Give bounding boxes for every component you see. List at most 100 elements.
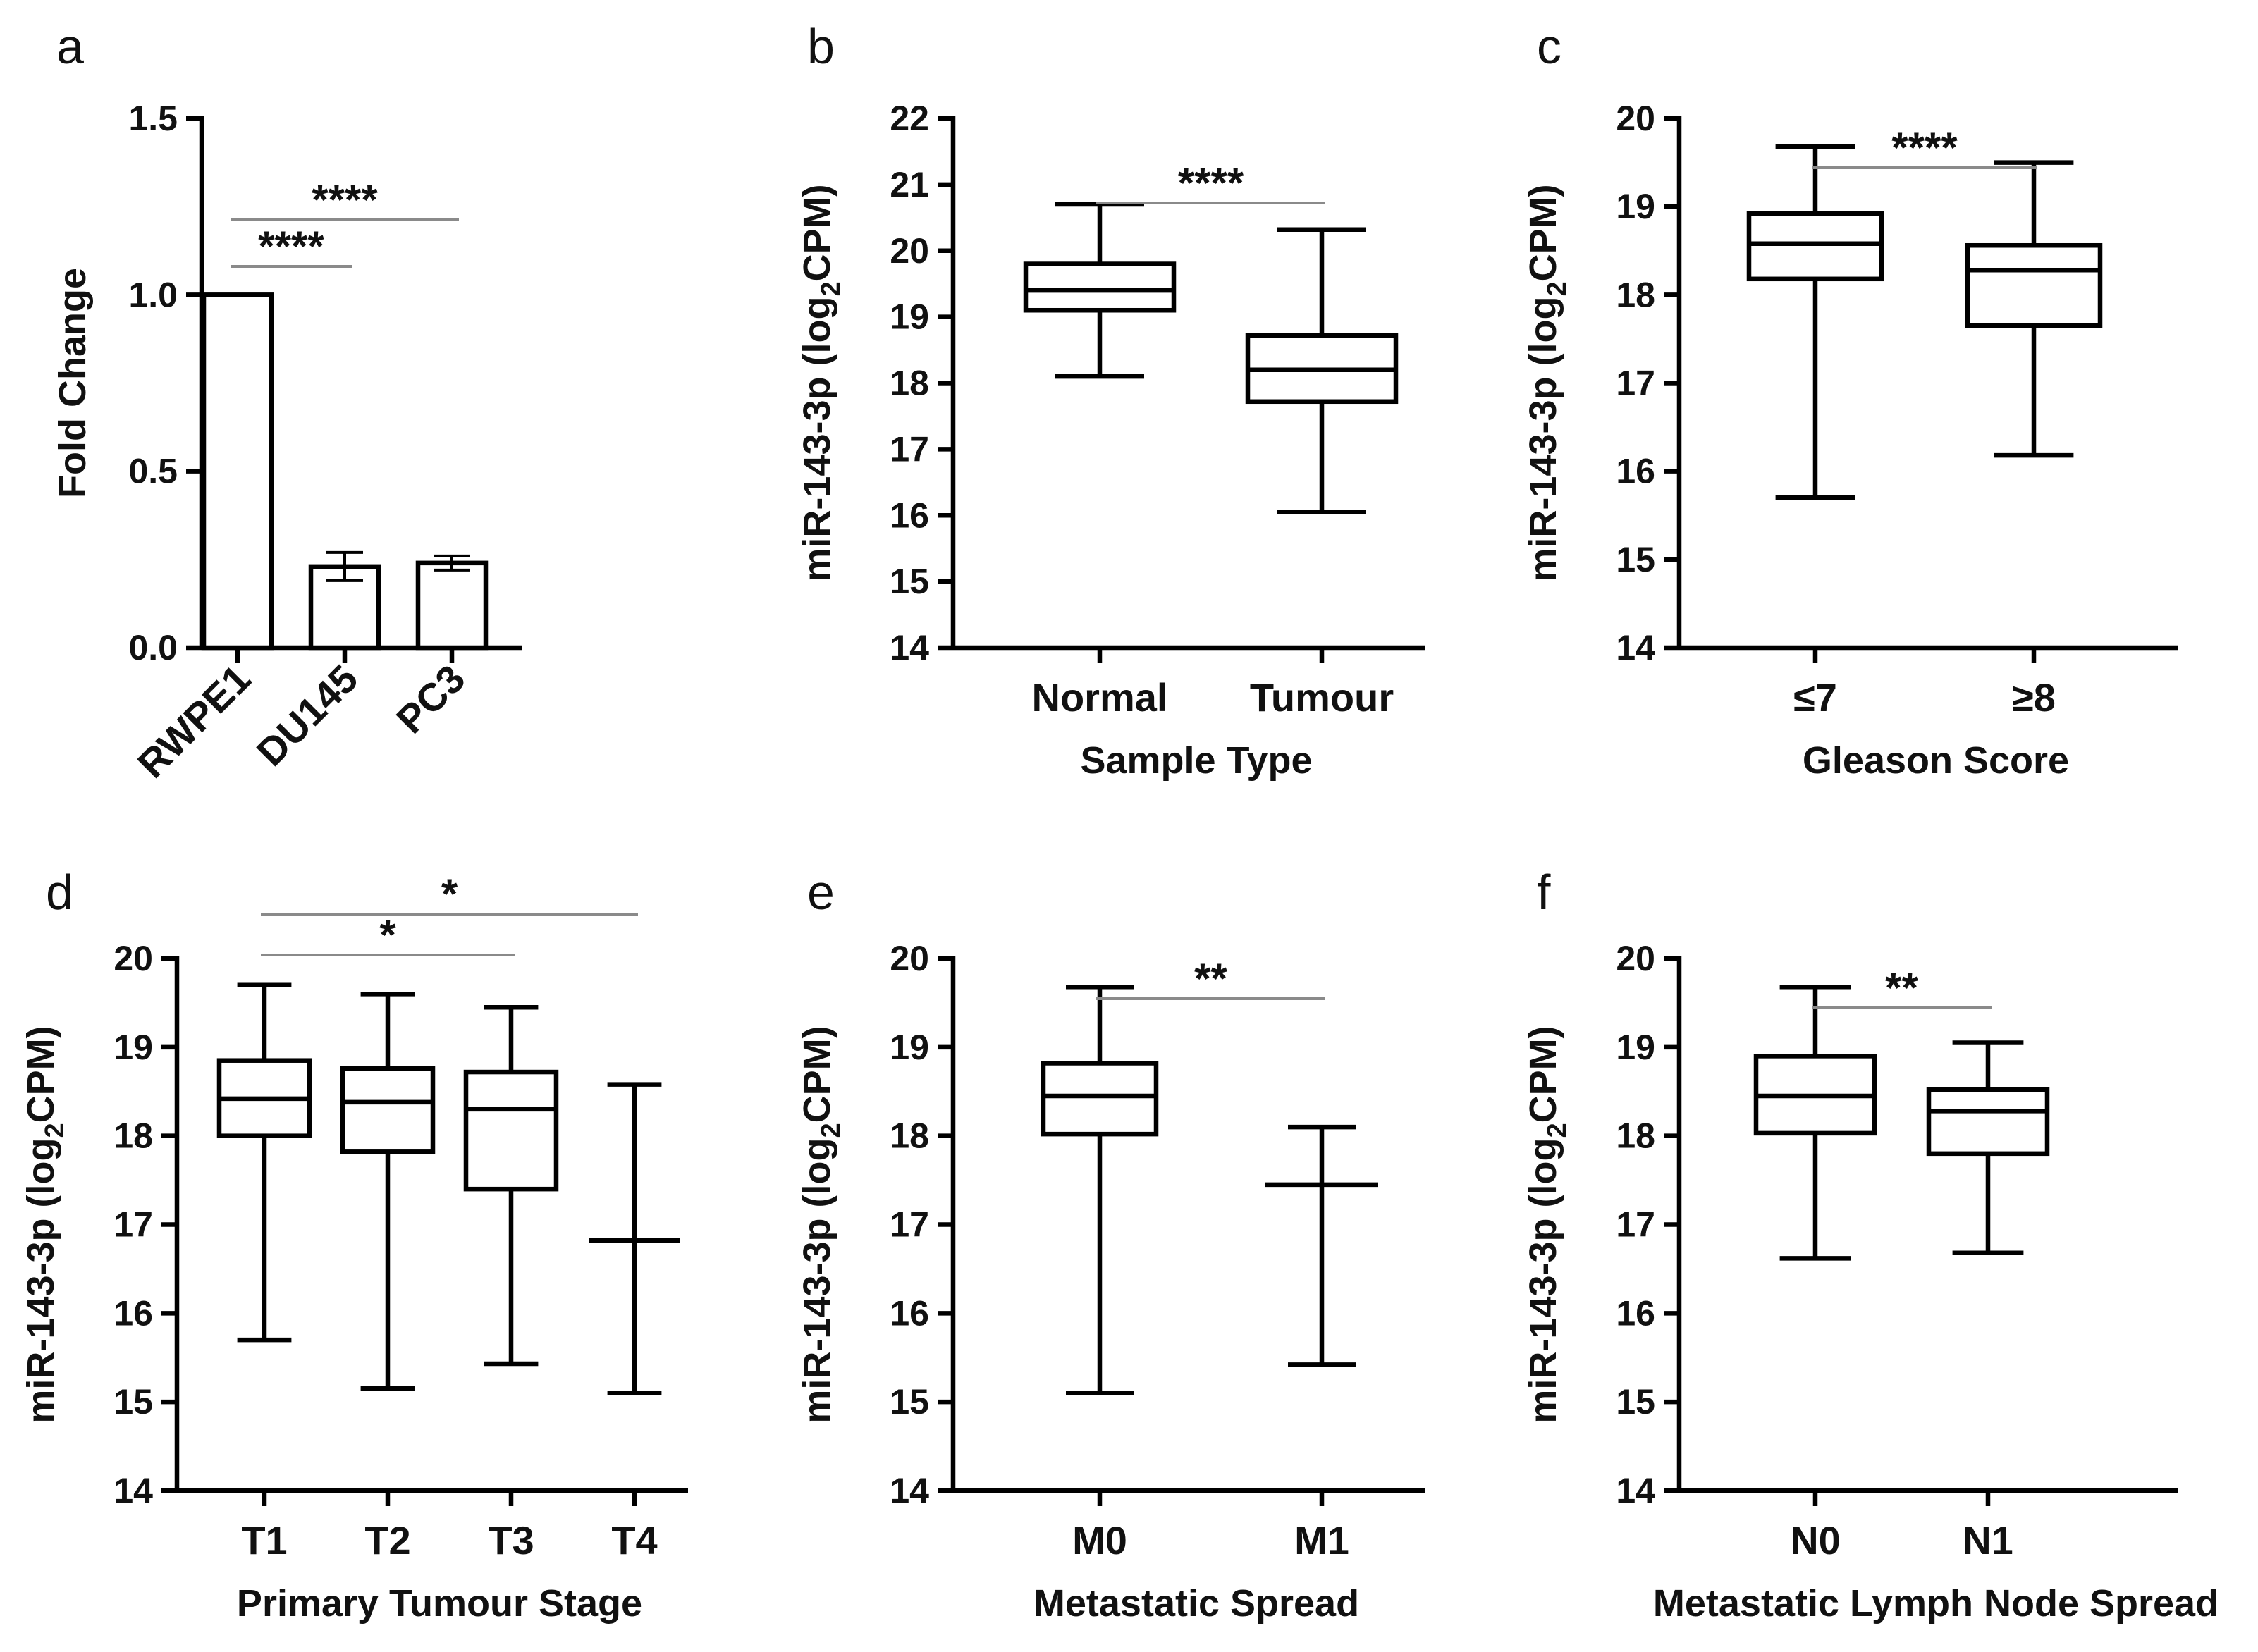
y-tick-label: 17 (1616, 364, 1655, 403)
panel-letter: d (46, 865, 73, 920)
y-tick-label: 22 (890, 99, 929, 138)
box-T3 (463, 1004, 559, 1367)
y-tick-label: 15 (890, 1382, 929, 1422)
box-iqr (1965, 242, 2103, 328)
box-M1 (1265, 1124, 1378, 1367)
y-tick-label: 19 (890, 297, 929, 337)
panel-letter: b (807, 19, 835, 74)
y-tick-label: 16 (890, 495, 929, 535)
y-tick-label: 19 (1616, 1028, 1655, 1067)
y-tick-label: 14 (890, 628, 929, 667)
x-axis-title: Gleason Score (1803, 739, 2069, 782)
y-axis-title-part: CPM) (1522, 1025, 1564, 1123)
panel-letter: c (1537, 19, 1561, 74)
significance-label: * (379, 911, 396, 958)
y-tick-label: 16 (1616, 452, 1655, 491)
y-axis-title: Fold Change (51, 268, 94, 498)
y-tick-label: 18 (113, 1116, 153, 1156)
panel-b: b 14 15 16 17 18 19 20 21 22 miR-143-3p (log2CPM) N… (796, 19, 1425, 782)
panel-e: e 14 15 16 17 18 19 20 miR-143-3p (log2CPM) M0 M1 M… (796, 865, 1425, 1625)
y-axis-title-subscript: 2 (1542, 281, 1572, 296)
y-tick-label: 0.5 (128, 452, 178, 491)
y-tick-label: 19 (1616, 187, 1655, 226)
y-axis-title: miR-143-3p (log2CPM) (1522, 184, 1572, 581)
x-tick-label: ≥8 (2012, 675, 2056, 720)
y-axis-title: miR-143-3p (log2CPM) (20, 1025, 70, 1423)
significance-label: ** (1194, 955, 1227, 1002)
y-axis-title: miR-143-3p (log2CPM) (1522, 1025, 1572, 1423)
y-tick-label: 19 (890, 1028, 929, 1067)
x-axis-title: Metastatic Lymph Node Spread (1653, 1582, 2219, 1625)
y-tick-label: 17 (890, 429, 929, 469)
y-tick-label: 20 (1616, 939, 1655, 978)
y-tick-label: 16 (113, 1293, 153, 1333)
x-tick-label: Normal (1032, 675, 1168, 720)
y-tick-label: 17 (890, 1205, 929, 1245)
box-iqr (1926, 1087, 2050, 1157)
y-tick-label: 20 (890, 939, 929, 978)
y-axis-title: miR-143-3p (log2CPM) (796, 184, 846, 581)
y-axis-title-part: miR-143-3p (log (796, 297, 838, 582)
box-≥8 (1965, 160, 2103, 458)
x-tick-label: M0 (1072, 1518, 1127, 1562)
y-tick-label: 17 (1616, 1205, 1655, 1245)
significance-label: **** (1178, 159, 1244, 207)
x-axis-title: Sample Type (1080, 739, 1312, 782)
y-tick-label: 16 (1616, 1293, 1655, 1333)
y-axis-title-subscript: 2 (816, 281, 846, 296)
y-axis-title-part: miR-143-3p (log (1522, 1138, 1564, 1424)
y-tick-label: 14 (1616, 628, 1655, 667)
box-iqr (1041, 1061, 1159, 1137)
x-tick-label: T2 (364, 1518, 410, 1562)
y-tick-label: 15 (113, 1382, 153, 1422)
box-M0 (1041, 985, 1159, 1395)
x-tick-label: M1 (1294, 1518, 1349, 1562)
y-axis-title-part: miR-143-3p (log (796, 1138, 838, 1424)
bar-PC3 (415, 560, 489, 651)
y-axis-title-part: CPM) (20, 1025, 62, 1123)
bar-RWPE1 (201, 292, 274, 651)
significance-label: **** (258, 223, 324, 270)
x-tick-label: Tumour (1250, 675, 1394, 720)
panel-f: f 14 15 16 17 18 19 20 miR-143-3p (log2CPM) N0 N1 M… (1522, 865, 2219, 1625)
y-axis-title-subscript: 2 (816, 1123, 846, 1138)
box-T4 (589, 1082, 680, 1395)
box-iqr (463, 1069, 559, 1192)
panel-letter: a (56, 19, 84, 74)
panel-letter: e (807, 865, 835, 920)
y-axis-title-subscript: 2 (40, 1123, 70, 1138)
x-tick-label: PC3 (388, 656, 474, 742)
box-iqr (1023, 261, 1177, 313)
box-iqr (1746, 211, 1884, 282)
y-tick-label: 18 (1616, 275, 1655, 314)
y-tick-label: 18 (890, 364, 929, 403)
box-≤7 (1746, 144, 1884, 500)
y-tick-label: 15 (1616, 1382, 1655, 1422)
panel-d: d 14 15 16 17 18 19 20 miR-143-3p (log2CPM) T1 T2 T… (20, 865, 688, 1625)
box-Tumour (1245, 227, 1399, 514)
x-tick-label: T4 (611, 1518, 657, 1562)
box-N1 (1926, 1040, 2050, 1256)
y-axis-title-part: CPM) (1522, 184, 1564, 281)
x-tick-label: RWPE1 (129, 656, 259, 787)
y-axis-title: miR-143-3p (log2CPM) (796, 1025, 846, 1423)
significance-label: **** (312, 176, 378, 223)
y-tick-label: 21 (890, 165, 929, 204)
y-tick-label: 19 (113, 1028, 153, 1067)
y-tick-label: 1.0 (128, 275, 178, 314)
y-tick-label: 15 (1616, 540, 1655, 579)
y-axis-title-subscript: 2 (1542, 1123, 1572, 1138)
box-iqr (340, 1066, 436, 1154)
x-tick-label: T3 (488, 1518, 534, 1562)
y-tick-label: 14 (890, 1471, 929, 1510)
y-tick-label: 20 (113, 939, 153, 978)
box-T1 (216, 982, 312, 1343)
significance-label: **** (1891, 124, 1958, 171)
x-axis-title: Metastatic Spread (1033, 1582, 1359, 1625)
y-tick-label: 0.0 (128, 628, 178, 667)
y-axis-title-part: CPM) (796, 184, 838, 281)
y-tick-label: 18 (1616, 1116, 1655, 1156)
significance-label: * (441, 870, 458, 918)
